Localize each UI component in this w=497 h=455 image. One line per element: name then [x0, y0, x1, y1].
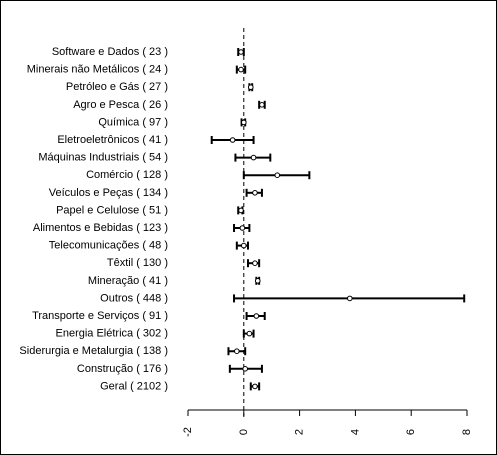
estimate-point	[246, 330, 253, 337]
category-label: Petróleo e Gás ( 27 )	[66, 81, 168, 93]
estimate-point	[241, 242, 247, 249]
estimate-point	[234, 348, 240, 355]
category-label: Mineração ( 41 )	[88, 275, 168, 287]
x-axis: -2 0 2 4 6 8	[182, 409, 473, 437]
estimate-point	[347, 295, 353, 302]
category-label: Telecomunicações ( 48 )	[49, 240, 168, 252]
estimate-point	[229, 137, 236, 143]
category-label: Eletroeletrônicos ( 41 )	[57, 134, 168, 146]
x-tick-label: 8	[461, 429, 473, 435]
estimate-point	[238, 66, 244, 73]
category-label: Têxtil ( 130 )	[107, 257, 168, 269]
estimate-point	[239, 225, 246, 231]
x-tick-label: 2	[294, 429, 306, 435]
category-label: Siderurgia e Metalurgia ( 138 )	[19, 345, 168, 357]
category-label: Outros ( 448 )	[100, 292, 168, 304]
estimate-point	[238, 49, 244, 55]
category-label: Energia Elétrica ( 302 )	[56, 328, 169, 340]
category-label: Transporte e Serviços ( 91 )	[32, 310, 168, 322]
category-label: Alimentos e Bebidas ( 123 )	[33, 222, 168, 234]
category-label: Química ( 97 )	[98, 116, 168, 128]
category-label: Agro e Pesca ( 26 )	[73, 99, 168, 111]
estimate-point-layer	[229, 49, 353, 390]
category-label: Papel e Celulose ( 51 )	[56, 204, 168, 216]
category-label: Máquinas Industriais ( 54 )	[38, 152, 168, 164]
estimate-point	[250, 154, 257, 161]
category-label: Veículos e Peças ( 134 )	[49, 187, 168, 199]
x-tick-label: 0	[238, 429, 250, 435]
estimate-point	[241, 119, 247, 126]
category-label: Minerais não Metálicos ( 24 )	[27, 64, 168, 76]
category-label: Construção ( 176 )	[77, 363, 168, 375]
category-label: Comércio ( 128 )	[86, 169, 168, 181]
estimate-point	[238, 207, 244, 214]
estimate-point	[252, 383, 258, 390]
estimate-point	[252, 190, 258, 196]
category-label-layer: Software e Dados ( 23 ) Minerais não Metá…	[19, 46, 168, 392]
estimate-point	[242, 366, 248, 372]
estimate-point	[259, 102, 265, 108]
x-tick-label: 4	[349, 429, 361, 435]
x-tick-label: -2	[182, 427, 194, 437]
x-tick-label: 6	[405, 429, 417, 435]
estimate-point	[254, 278, 261, 284]
estimate-point	[247, 84, 254, 90]
estimate-point	[253, 313, 260, 319]
estimate-point	[252, 260, 258, 267]
category-label: Software e Dados ( 23 )	[52, 46, 168, 58]
confidence-interval-layer	[210, 48, 466, 391]
estimate-point	[274, 172, 281, 178]
category-label: Geral ( 2102 )	[100, 380, 168, 392]
